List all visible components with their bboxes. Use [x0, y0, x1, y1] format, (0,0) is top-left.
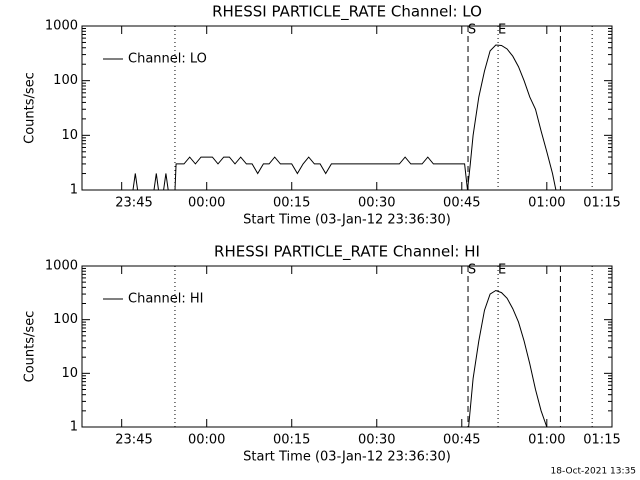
y-tick-label: 10: [61, 128, 78, 143]
y-axis-label: Counts/sec: [23, 311, 38, 383]
footer-date: 18-Oct-2021 13:35: [551, 467, 636, 477]
y-tick-label: 1000: [45, 19, 78, 34]
chart-title: RHESSI PARTICLE_RATE Channel: LO: [212, 3, 482, 22]
x-tick-label: 01:00: [528, 433, 565, 448]
plot-frame: [81, 25, 613, 191]
marker-label: S: [468, 263, 476, 278]
x-axis-label: Start Time (03-Jan-12 23:36:30): [243, 450, 451, 465]
x-tick-label: 23:45: [115, 196, 152, 211]
y-tick-label: 10: [61, 366, 78, 381]
x-tick-label: 01:15: [583, 196, 620, 211]
x-tick-label: 00:00: [188, 196, 225, 211]
chart-title: RHESSI PARTICLE_RATE Channel: HI: [214, 243, 480, 262]
x-tick-label: 01:00: [528, 196, 565, 211]
y-tick-label: 1: [70, 183, 78, 198]
x-tick-label: 00:30: [358, 196, 395, 211]
legend-label: Channel: LO: [128, 52, 207, 67]
y-tick-label: 100: [53, 73, 78, 88]
legend-label: Channel: HI: [128, 292, 204, 307]
x-tick-label: 00:45: [443, 196, 480, 211]
plot-frame: [81, 265, 613, 428]
y-tick-label: 100: [53, 312, 78, 327]
data-line: [82, 44, 557, 191]
x-tick-label: 23:45: [115, 433, 152, 448]
marker-label: E: [498, 23, 506, 38]
x-tick-label: 00:45: [443, 433, 480, 448]
x-tick-label: 00:15: [273, 433, 310, 448]
y-tick-label: 1000: [45, 259, 78, 274]
x-tick-label: 00:15: [273, 196, 310, 211]
y-tick-label: 1: [70, 420, 78, 435]
y-axis-label: Counts/sec: [23, 72, 38, 144]
marker-label: S: [468, 23, 476, 38]
x-tick-label: 01:15: [583, 433, 620, 448]
x-tick-label: 00:30: [358, 433, 395, 448]
x-tick-label: 00:00: [188, 433, 225, 448]
data-line: [468, 289, 548, 428]
x-axis-label: Start Time (03-Jan-12 23:36:30): [243, 213, 451, 228]
marker-label: E: [498, 263, 506, 278]
